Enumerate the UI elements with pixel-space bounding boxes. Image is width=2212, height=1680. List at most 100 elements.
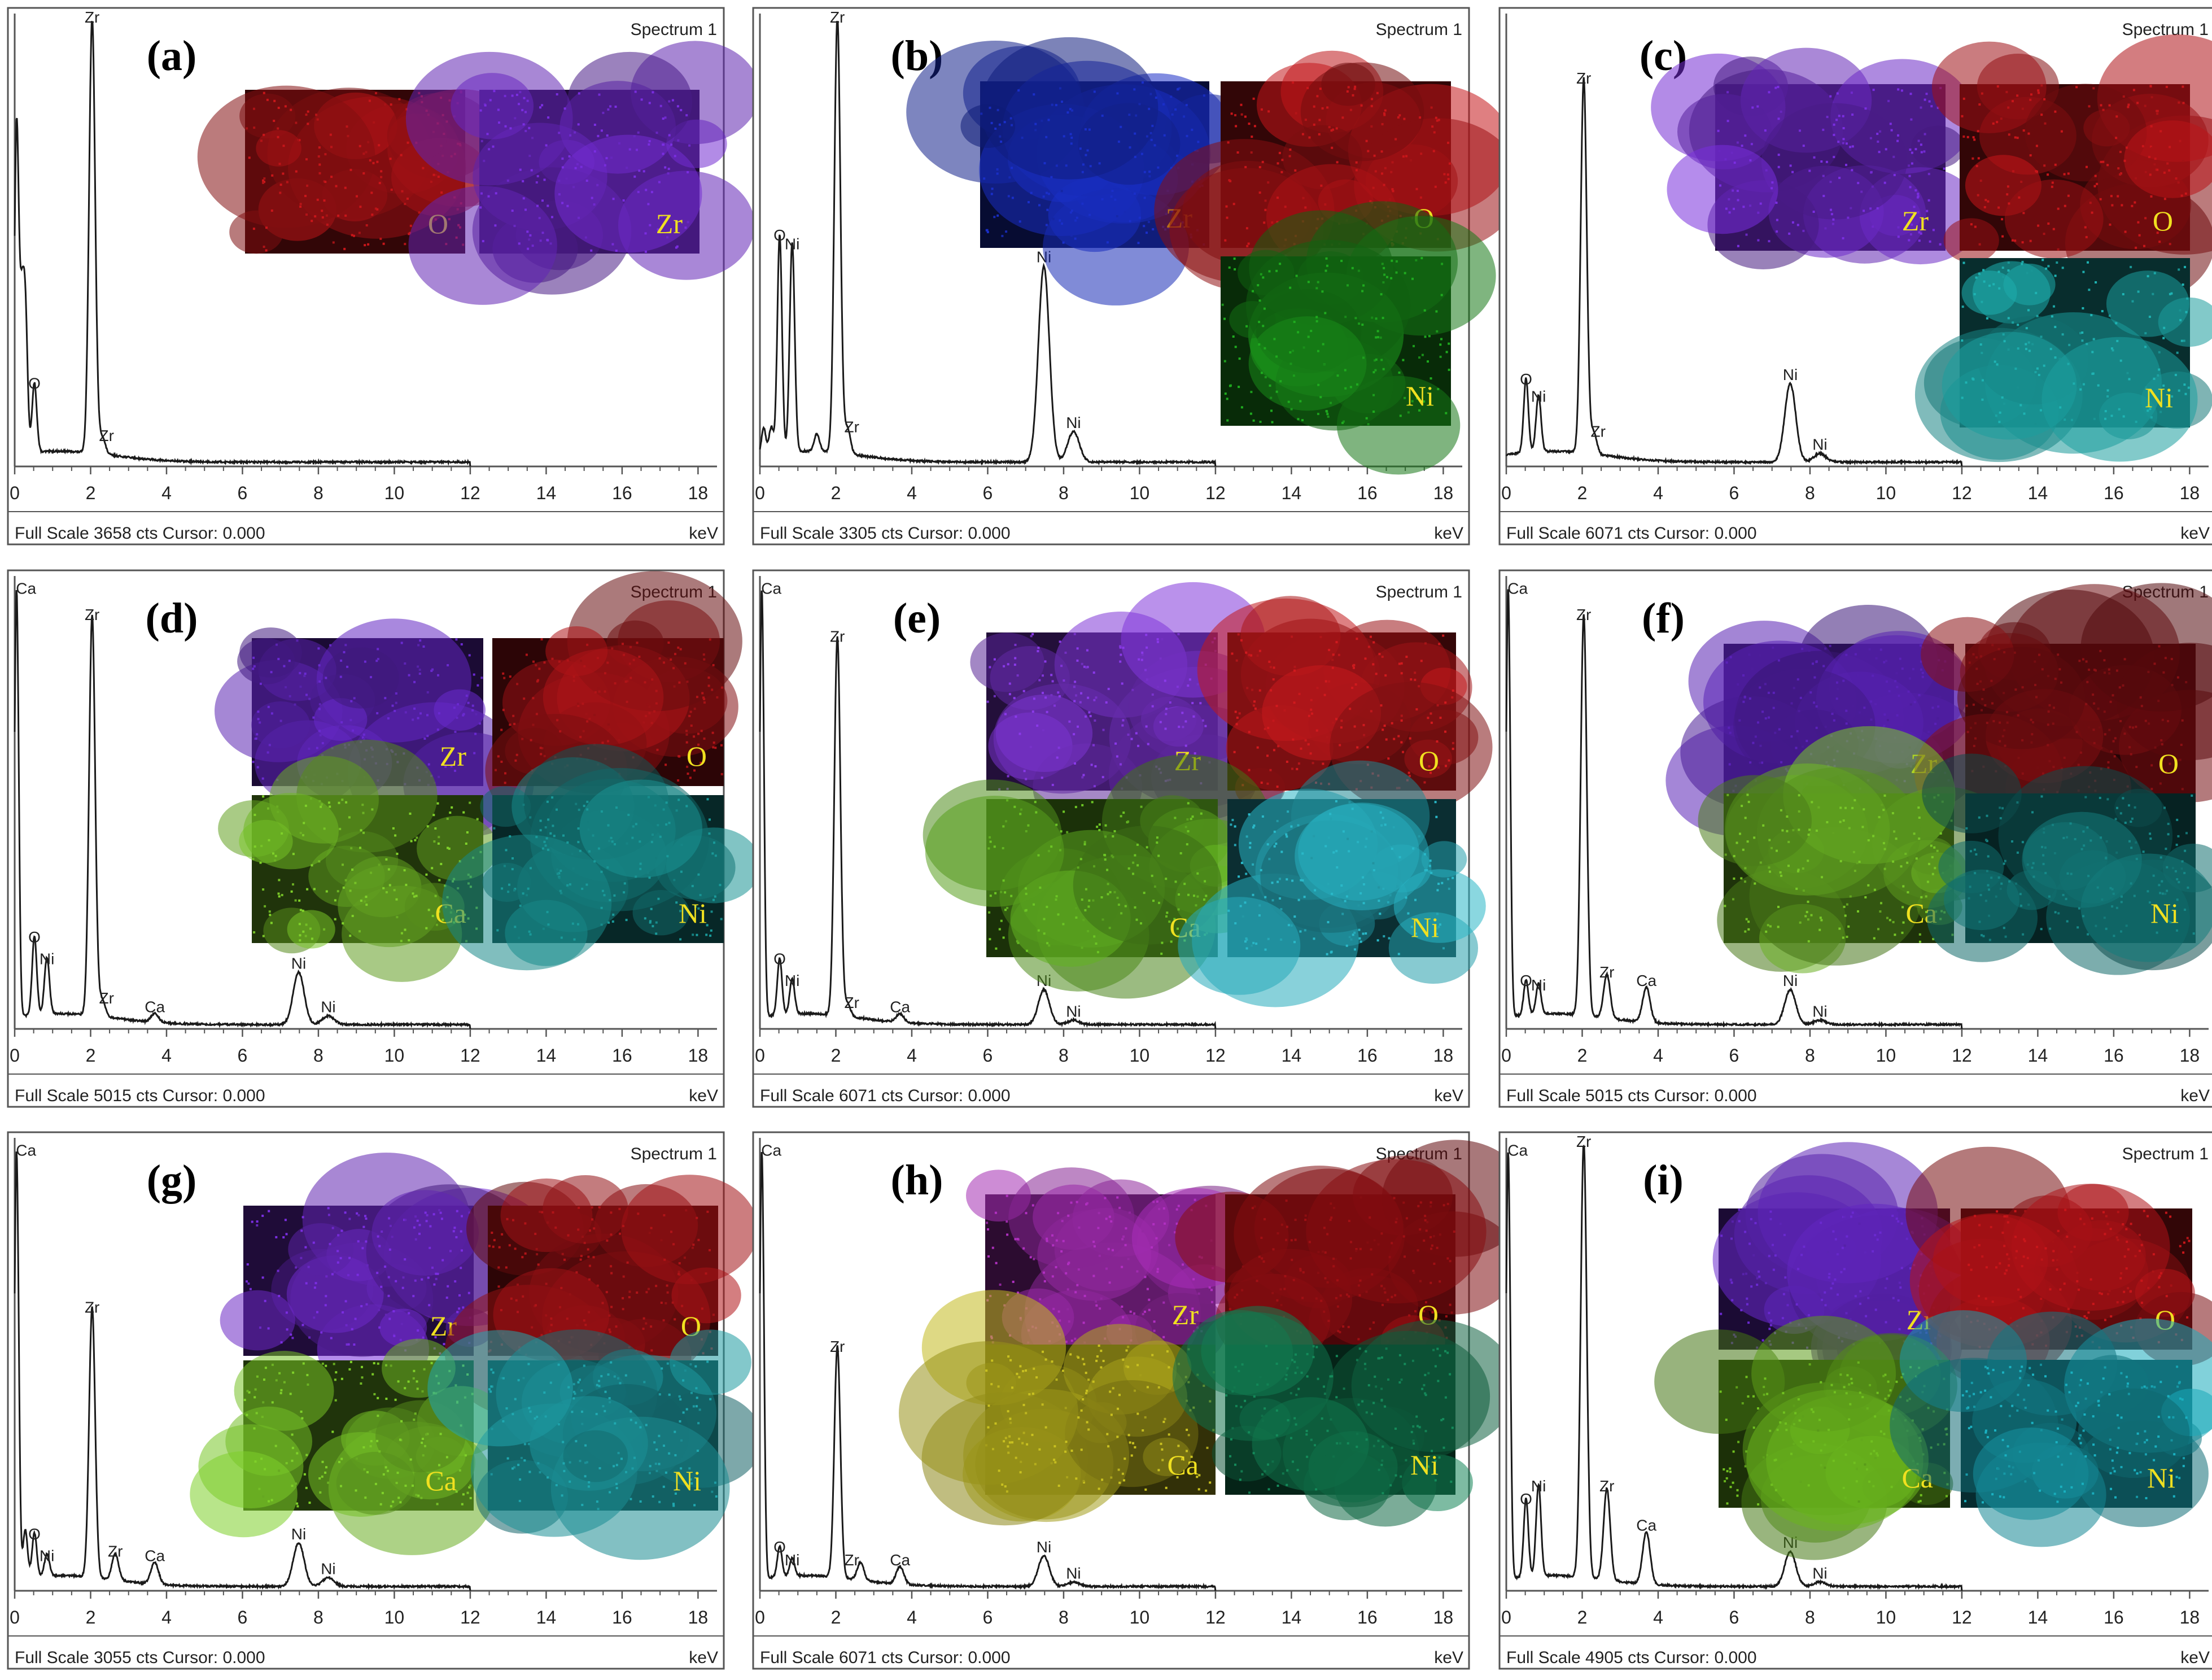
map-speckle	[1063, 135, 1065, 138]
x-tick-label: 0	[10, 483, 20, 503]
map-speckle	[378, 1450, 381, 1453]
map-speckle	[989, 938, 991, 941]
map-speckle	[1928, 100, 1931, 103]
map-speckle	[1046, 208, 1049, 211]
peak-label: Zr	[1576, 606, 1591, 623]
map-speckle	[2057, 912, 2060, 915]
map-speckle	[703, 698, 706, 700]
map-speckle	[1263, 307, 1266, 310]
map-speckle	[591, 1206, 593, 1209]
map-speckle	[556, 872, 559, 875]
map-speckle	[378, 182, 381, 185]
map-speckle	[659, 835, 662, 838]
map-speckle	[347, 1343, 350, 1346]
map-speckle	[1001, 234, 1004, 237]
x-axis-unit: keV	[689, 1086, 718, 1105]
map-speckle	[334, 1399, 337, 1402]
map-speckle	[577, 923, 579, 926]
x-tick-label: 16	[612, 483, 632, 503]
map-speckle	[1116, 215, 1118, 217]
map-speckle	[1767, 924, 1769, 927]
map-speckle	[1141, 651, 1144, 654]
map-speckle	[2159, 130, 2162, 133]
map-speckle	[607, 723, 610, 726]
map-speckle	[1728, 726, 1730, 729]
map-speckle	[338, 801, 340, 804]
map-speckle	[2066, 872, 2069, 875]
map-speckle	[268, 839, 270, 841]
map-speckle	[1238, 712, 1241, 715]
map-speckle	[2002, 333, 2005, 336]
map-speckle	[595, 1413, 598, 1415]
map-speckle	[1043, 1280, 1046, 1282]
map-speckle	[1897, 88, 1900, 91]
map-speckle	[1239, 905, 1242, 907]
map-speckle	[575, 1271, 578, 1274]
map-speckle	[580, 1389, 583, 1392]
map-speckle	[613, 1375, 616, 1378]
map-speckle	[415, 1494, 418, 1496]
map-speckle	[1322, 343, 1324, 346]
map-speckle	[568, 155, 571, 158]
map-speckle	[529, 1410, 532, 1413]
map-speckle	[1832, 218, 1835, 221]
map-speckle	[307, 110, 309, 113]
map-speckle	[514, 926, 517, 928]
map-speckle	[1850, 91, 1853, 94]
map-speckle	[1934, 867, 1936, 870]
map-speckle	[1111, 854, 1113, 857]
map-speckle	[637, 1212, 640, 1215]
map-speckle	[651, 678, 654, 681]
map-speckle	[655, 702, 658, 705]
map-speckle	[1978, 920, 1981, 923]
map-speckle	[1197, 141, 1200, 143]
map-speckle	[1831, 222, 1834, 225]
map-speckle	[321, 742, 324, 744]
map-speckle	[1059, 849, 1061, 852]
peak-label: Ni	[1812, 436, 1827, 453]
map-speckle	[1719, 184, 1721, 187]
map-speckle	[2022, 212, 2025, 215]
map-speckle	[2047, 744, 2049, 747]
map-speckle	[1901, 906, 1904, 909]
map-speckle	[321, 216, 324, 219]
map-speckle	[1735, 841, 1738, 844]
map-speckle	[1029, 1256, 1032, 1259]
map-speckle	[1925, 911, 1927, 913]
map-speckle	[344, 214, 347, 217]
map-speckle	[438, 910, 440, 913]
peak-label: Ni	[785, 972, 799, 989]
map-speckle	[571, 922, 574, 925]
map-speckle	[1102, 728, 1105, 731]
map-speckle	[591, 1218, 593, 1221]
map-speckle	[600, 870, 603, 873]
map-speckle	[662, 1485, 665, 1488]
map-speckle	[362, 1446, 365, 1448]
map-speckle	[1331, 146, 1334, 149]
map-speckle	[638, 169, 641, 172]
map-speckle	[588, 1311, 591, 1314]
map-speckle	[604, 672, 606, 675]
map-speckle	[2161, 880, 2163, 883]
map-speckle	[510, 1297, 513, 1300]
map-speckle	[365, 151, 368, 154]
map-speckle	[561, 166, 564, 169]
map-speckle	[620, 1458, 623, 1460]
map-speckle	[393, 889, 396, 892]
map-speckle	[2149, 145, 2152, 148]
map-speckle	[306, 888, 309, 891]
map-speckle	[531, 1326, 534, 1329]
map-speckle	[1245, 325, 1248, 328]
map-speckle	[1022, 690, 1025, 692]
map-speckle	[468, 654, 471, 657]
map-speckle	[1379, 811, 1382, 814]
map-speckle	[2164, 892, 2167, 895]
x-tick-label: 8	[1059, 1607, 1069, 1627]
map-speckle	[1365, 932, 1367, 935]
map-speckle	[254, 1460, 257, 1463]
map-speckle	[1317, 350, 1319, 352]
map-speckle	[1279, 878, 1281, 880]
map-speckle	[1232, 335, 1235, 338]
map-speckle	[632, 658, 635, 661]
